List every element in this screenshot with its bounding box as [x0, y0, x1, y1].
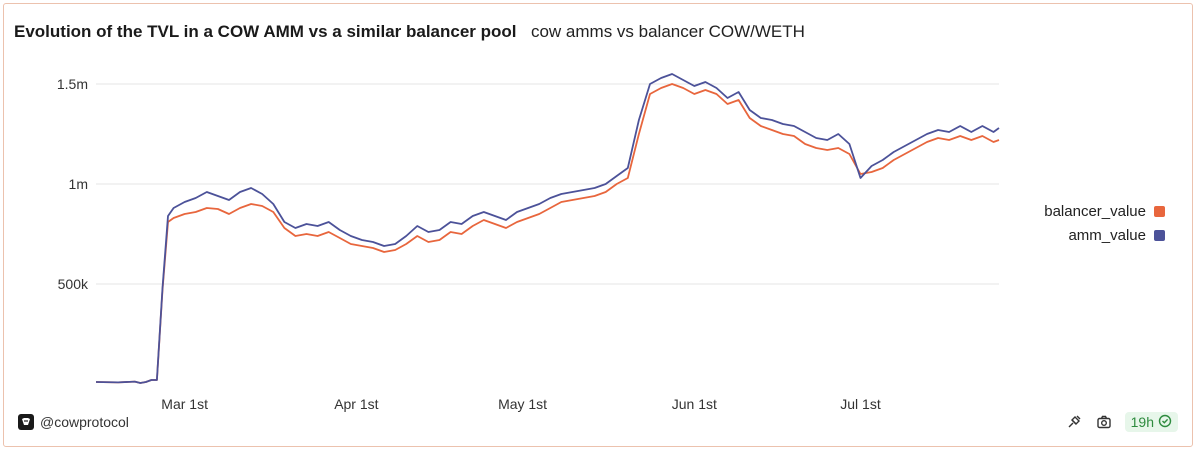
- chart-header: Evolution of the TVL in a COW AMM vs a s…: [14, 22, 805, 42]
- cow-logo-icon: [18, 414, 34, 430]
- y-tick-label: 500k: [58, 276, 89, 292]
- footer-actions: 19h: [1065, 412, 1178, 432]
- y-tick-label: 1.5m: [57, 76, 88, 92]
- legend-swatch: [1154, 230, 1165, 241]
- series-line-amm-value: [95, 73, 1000, 384]
- chart-subtitle: cow amms vs balancer COW/WETH: [530, 22, 805, 41]
- x-tick-label: Jun 1st: [672, 396, 717, 412]
- x-tick-label: Jul 1st: [840, 396, 881, 412]
- series-line-balancer-value: [95, 83, 1000, 384]
- legend-swatch: [1154, 206, 1165, 217]
- attribution[interactable]: @cowprotocol: [18, 414, 129, 430]
- attribution-handle[interactable]: @cowprotocol: [40, 414, 129, 430]
- x-tick-label: Mar 1st: [161, 396, 208, 412]
- chart-card: 500k 1m 1.5m Mar 1st Apr 1st May 1st Jun 1st Ju…: [3, 3, 1193, 447]
- freshness-badge: 19h: [1124, 412, 1178, 432]
- tvl-line-chart: 500k 1m 1.5m Mar 1st Apr 1st May 1st Jun 1st Ju…: [57, 73, 1165, 412]
- check-circle-icon: [1158, 414, 1172, 431]
- y-tick-label: 1m: [69, 176, 88, 192]
- chart-title: Evolution of the TVL in a COW AMM vs a s…: [14, 22, 517, 41]
- legend-label: balancer_value: [1044, 203, 1146, 220]
- camera-icon[interactable]: [1095, 413, 1113, 431]
- x-tick-label: Apr 1st: [334, 396, 378, 412]
- freshness-badge-label: 19h: [1130, 414, 1154, 430]
- share-icon[interactable]: [1065, 413, 1083, 431]
- legend-label: amm_value: [1068, 227, 1146, 244]
- x-tick-label: May 1st: [498, 396, 547, 412]
